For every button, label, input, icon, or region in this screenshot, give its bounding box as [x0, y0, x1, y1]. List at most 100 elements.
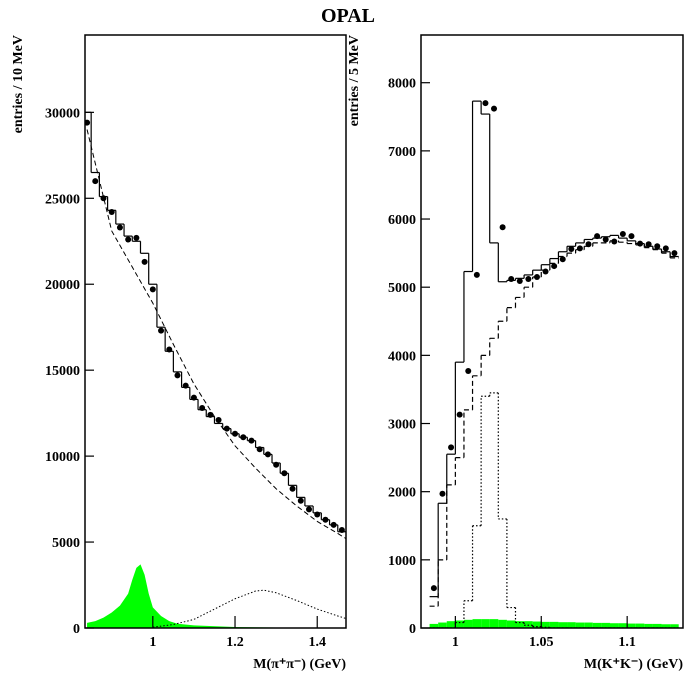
component-bin [618, 623, 628, 628]
data-point [628, 233, 635, 240]
component-bin [455, 620, 464, 628]
y-axis-label: entries / 10 MeV [11, 35, 26, 133]
y-tick-label: 6000 [388, 213, 416, 228]
y-axis-label: entries / 5 MeV [347, 35, 362, 126]
data-point [456, 411, 463, 418]
y-tick-label: 5000 [52, 536, 80, 551]
data-point [448, 444, 455, 451]
data-point [491, 105, 498, 112]
component-bin [541, 621, 550, 628]
data-point [585, 241, 592, 248]
data-point [594, 233, 601, 240]
plot-area [429, 100, 679, 628]
data-point [576, 245, 583, 252]
component-bin [429, 623, 439, 628]
data-point [542, 268, 549, 275]
y-tick-label: 3000 [388, 418, 416, 433]
component-bin [438, 622, 447, 628]
component-bin [644, 623, 653, 628]
x-tick-label: 1 [149, 635, 156, 650]
y-tick-label: 0 [409, 622, 416, 637]
component-bin [506, 620, 516, 628]
data-point [264, 451, 271, 458]
data-point [508, 276, 515, 283]
data-point [619, 231, 626, 238]
data-point [559, 256, 566, 263]
data-point [190, 394, 197, 401]
component-bin [652, 623, 662, 628]
data-point [330, 521, 337, 528]
data-point [199, 404, 206, 411]
data-point [240, 434, 247, 441]
data-point [166, 346, 173, 353]
data-point [207, 411, 214, 418]
y-tick-label: 10000 [45, 450, 80, 465]
data-point [525, 276, 532, 283]
component-bin [463, 619, 473, 628]
data-point [322, 516, 329, 523]
data-point [92, 178, 99, 185]
component-bin [472, 619, 482, 628]
data-point [158, 327, 165, 334]
component-bin [549, 621, 559, 628]
data-point [602, 236, 609, 243]
x-tick-label: 1.4 [308, 635, 326, 650]
data-point [637, 240, 644, 247]
y-tick-label: 5000 [388, 281, 416, 296]
data-point [108, 209, 115, 216]
component-bin [601, 622, 610, 628]
component-bin [481, 619, 490, 628]
data-point [654, 243, 661, 250]
data-point [149, 286, 156, 293]
data-point [439, 490, 446, 497]
data-point [289, 485, 296, 492]
y-tick-label: 4000 [388, 349, 416, 364]
y-tick-label: 2000 [388, 486, 416, 501]
data-point [662, 245, 669, 252]
component-bin [532, 621, 542, 628]
x-axis-label: M(π⁺π⁻) (GeV) [253, 657, 346, 672]
component-line [152, 589, 346, 628]
data-point [551, 263, 558, 270]
y-tick-label: 7000 [388, 145, 416, 160]
data-point [611, 238, 618, 245]
component-bin [524, 621, 533, 628]
figure-title: OPAL [321, 5, 375, 27]
y-tick-label: 25000 [45, 192, 80, 207]
data-point [182, 382, 189, 389]
data-point [100, 195, 107, 202]
component-bin [446, 621, 456, 628]
data-point [116, 224, 123, 231]
data-point [671, 250, 678, 257]
data-point [338, 527, 345, 534]
data-point [281, 470, 288, 477]
component-bin [489, 619, 499, 628]
component-bin [567, 622, 576, 628]
data-point [174, 372, 181, 379]
component-bin [627, 623, 636, 628]
data-point [314, 511, 321, 518]
y-tick-label: 15000 [45, 364, 80, 379]
data-point [473, 271, 480, 278]
data-point [256, 446, 263, 453]
y-tick-label: 30000 [45, 106, 80, 121]
data-point [248, 437, 255, 444]
data-point [232, 430, 239, 437]
component-bin [661, 624, 671, 628]
x-tick-label: 1.2 [226, 635, 244, 650]
data-point [499, 224, 506, 231]
data-point [141, 258, 148, 265]
step-riser [90, 112, 339, 532]
frame [420, 34, 684, 629]
x-tick-label: 1.05 [529, 635, 554, 650]
data-point [645, 241, 652, 248]
x-tick-label: 1 [452, 635, 459, 650]
component-bin [635, 623, 645, 628]
data-point [482, 100, 489, 107]
component-area [87, 564, 342, 628]
data-point [133, 234, 140, 241]
component-bin [670, 624, 679, 628]
data-point [125, 236, 132, 243]
component-bin [558, 622, 568, 628]
y-tick-label: 8000 [388, 77, 416, 92]
